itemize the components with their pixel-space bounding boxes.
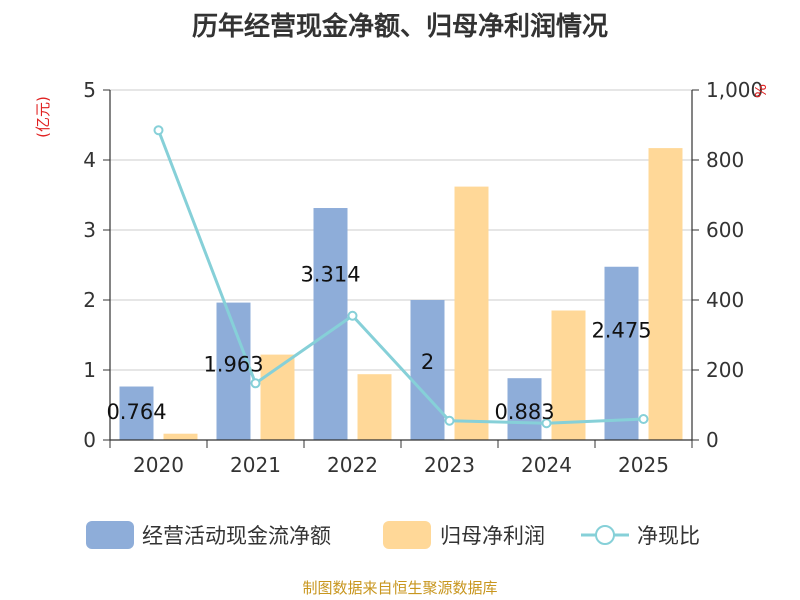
data-label: 0.764 [106,400,166,424]
legend-label-net-cash-ratio: 净现比 [637,524,700,548]
legend-swatch-net-profit [383,521,431,549]
grid-layer [110,89,692,371]
axis-layer: 0 1 2 3 4 5 0 200 400 600 800 1,000 (亿元)% 2020 2021 202… [34,78,770,477]
y-left-tick-label: 1 [83,358,96,382]
bar-operating-cash-flow [410,300,445,440]
line-point [153,125,164,136]
bar-operating-cash-flow [119,386,154,440]
legend-label-net-profit: 归母净利润 [440,524,545,548]
label-layer: 0.764 1.963 3.314 2 0.883 2.475 [106,263,651,424]
bar-net-profit [163,433,198,440]
y-right-tick-label: 0 [706,428,719,452]
bar-net-profit [648,148,683,440]
y-left-tick-label: 5 [83,78,96,102]
y-right-tick-label: 200 [706,358,744,382]
bar-layer [119,148,683,440]
x-tick-label: 2020 [133,453,184,477]
x-tick-label: 2024 [521,453,572,477]
line-layer [153,125,649,429]
data-label: 3.314 [300,263,360,287]
bar-net-profit [551,310,586,440]
legend-layer: 经营活动现金流净额 归母净利润 净现比 [86,521,700,549]
line-point [541,418,552,429]
bar-operating-cash-flow [507,378,542,440]
data-label: 2.475 [591,318,651,342]
line-point [250,378,261,389]
y-left-unit: (亿元) [34,96,52,138]
y-left-tick-label: 3 [83,218,96,242]
y-right-tick-label: 1,000 [706,78,763,102]
bar-net-profit [357,374,392,440]
x-tick-label: 2021 [230,453,281,477]
data-label: 2 [421,350,434,374]
data-label: 0.883 [494,400,554,424]
data-label: 1.963 [203,352,263,376]
source-note: 制图数据来自恒生聚源数据库 [302,579,498,597]
legend-swatch-operating-cash-flow [86,521,134,549]
x-tick-label: 2025 [618,453,669,477]
y-right-tick-label: 800 [706,148,744,172]
line-point [638,414,649,424]
y-left-tick-label: 0 [83,428,96,452]
bar-net-profit [454,186,489,440]
x-tick-label: 2023 [424,453,475,477]
y-right-tick-label: 600 [706,218,744,242]
legend-marker-net-cash-ratio [595,525,615,545]
x-tick-label: 2022 [327,453,378,477]
line-point [444,415,455,426]
line-point [347,310,358,321]
chart-title: 历年经营现金净额、归母净利润情况 [191,12,608,42]
y-right-tick-label: 400 [706,288,744,312]
y-left-tick-label: 4 [83,148,96,172]
line-net-cash-ratio [157,129,644,425]
legend-label-operating-cash-flow: 经营活动现金流净额 [142,524,331,548]
y-left-tick-label: 2 [83,288,96,312]
bar-operating-cash-flow [604,266,639,440]
y-right-unit: % [752,84,770,98]
